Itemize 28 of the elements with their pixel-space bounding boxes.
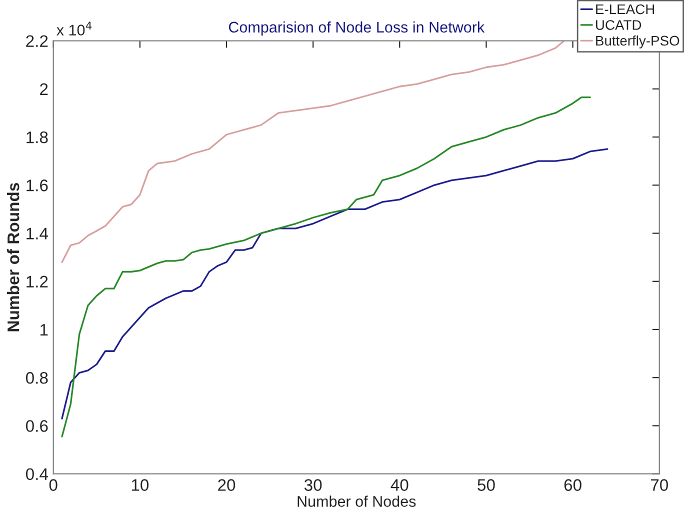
y-tick-label: 1.8 [26, 131, 48, 144]
y-tick-label: 0.4 [26, 468, 48, 480]
chart-title: Comparision of Node Loss in Network [228, 21, 485, 36]
y-tick-label: 1.2 [26, 276, 48, 288]
legend-label: UCATD [596, 20, 642, 30]
legend-label: Butterfly-PSO [596, 35, 680, 48]
x-tick-label: 50 [478, 479, 495, 491]
x-tick-label: 10 [132, 479, 149, 491]
x-tick-label: 20 [218, 479, 236, 491]
y-tick-label: 2 [40, 83, 48, 95]
x-tick-label: 0 [49, 479, 58, 491]
line-series [61, 40, 565, 263]
x-tick-label: 40 [390, 479, 408, 491]
y-tick-label: 1.4 [26, 228, 48, 240]
y-axis-title: Number of Rounds [7, 183, 20, 332]
y-tick-label: 0.6 [26, 420, 48, 432]
text: x 10$^{4}$ [56, 22, 92, 36]
y-tick-label: 0.8 [26, 372, 48, 384]
line-series [61, 148, 608, 420]
x-axis-title: Number of Nodes [298, 496, 416, 507]
legend-label: E-LEACH [596, 4, 654, 14]
x-tick-label: 60 [564, 479, 582, 491]
y-tick-label: 1 [40, 324, 48, 336]
y-tick-label: 2.2 [26, 35, 48, 47]
x-tick-label: 30 [304, 479, 322, 491]
line-series [61, 96, 591, 438]
x-tick-label: 70 [650, 479, 668, 491]
y-tick-label: 1.6 [26, 180, 48, 192]
